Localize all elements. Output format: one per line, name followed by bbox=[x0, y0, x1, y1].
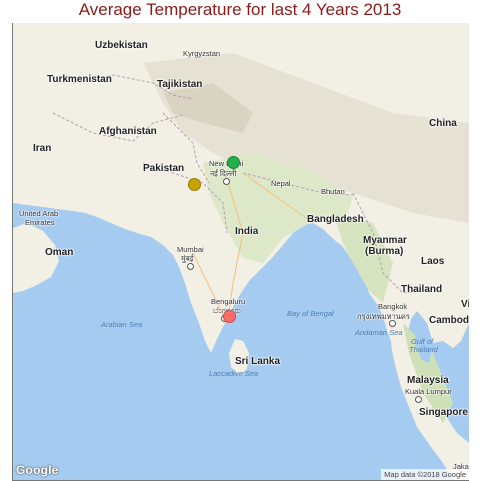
label-malaysia: Malaysia bbox=[407, 375, 449, 386]
label-cambodia: Cambodi bbox=[429, 315, 469, 326]
marker-rajasthan[interactable] bbox=[188, 178, 201, 191]
label-bangkok-thai: กรุงเทพมหานคร bbox=[357, 312, 410, 321]
chart-title: Average Temperature for last 4 Years 201… bbox=[78, 0, 402, 19]
marker-new-delhi[interactable] bbox=[227, 156, 240, 169]
label-turkmenistan: Turkmenistan bbox=[47, 74, 112, 85]
google-logo[interactable]: Google bbox=[16, 463, 59, 477]
label-jakarta: Jaka bbox=[453, 462, 469, 471]
label-bay-of-bengal: Bay of Bengal bbox=[287, 309, 334, 318]
map-terrain bbox=[13, 23, 469, 480]
label-gulf-line1: Gulf of bbox=[411, 337, 434, 346]
label-china: China bbox=[429, 118, 457, 129]
label-mumbai-hindi: मुंबई bbox=[181, 254, 194, 263]
label-bangladesh: Bangladesh bbox=[307, 214, 364, 225]
label-laos: Laos bbox=[421, 256, 445, 267]
label-kuala-lumpur: Kuala Lumpur bbox=[405, 387, 452, 396]
label-uae-line2: Emirates bbox=[25, 218, 55, 227]
label-singapore: Singapore bbox=[419, 407, 468, 418]
label-oman: Oman bbox=[45, 247, 74, 258]
label-myanmar: Myanmar bbox=[363, 235, 407, 246]
label-new-delhi: New Delhi bbox=[209, 159, 243, 168]
label-uae-line1: United Arab bbox=[19, 209, 59, 218]
label-tajikistan: Tajikistan bbox=[157, 79, 203, 90]
label-gulf-line2: Thailand bbox=[409, 345, 438, 354]
label-burma: (Burma) bbox=[365, 246, 404, 257]
label-bengaluru: Bengaluru bbox=[211, 297, 246, 306]
city-dot-new-delhi bbox=[223, 178, 230, 185]
label-arabian-sea: Arabian Sea bbox=[101, 320, 143, 329]
label-laccadive-sea: Laccadive Sea bbox=[209, 369, 259, 378]
city-dot-kuala-lumpur bbox=[415, 396, 422, 403]
label-uzbekistan: Uzbekistan bbox=[95, 40, 148, 51]
label-new-delhi-hindi: नई दिल्ली bbox=[210, 169, 237, 178]
label-iran: Iran bbox=[33, 143, 52, 154]
label-bangkok: Bangkok bbox=[378, 302, 408, 311]
map-view[interactable]: Uzbekistan Kyrgyzstan Turkmenistan Tajik… bbox=[12, 23, 469, 481]
label-nepal: Nepal bbox=[271, 179, 291, 188]
label-sri-lanka: Sri Lanka bbox=[235, 356, 281, 367]
marker-bengaluru[interactable] bbox=[223, 310, 236, 323]
label-vietnam: Vi bbox=[461, 299, 469, 310]
label-india: India bbox=[235, 226, 259, 237]
label-thailand: Thailand bbox=[401, 284, 443, 295]
label-pakistan: Pakistan bbox=[143, 163, 185, 174]
map-attribution[interactable]: Map data ©2018 Google bbox=[381, 469, 469, 480]
label-andaman-sea: Andaman Sea bbox=[355, 328, 403, 337]
city-dot-bangkok bbox=[389, 320, 396, 327]
label-afghanistan: Afghanistan bbox=[99, 126, 157, 137]
label-kyrgyzstan: Kyrgyzstan bbox=[183, 49, 221, 58]
label-mumbai: Mumbai bbox=[177, 245, 204, 254]
label-bhutan: Bhutan bbox=[321, 187, 345, 196]
city-dot-mumbai bbox=[187, 263, 194, 270]
